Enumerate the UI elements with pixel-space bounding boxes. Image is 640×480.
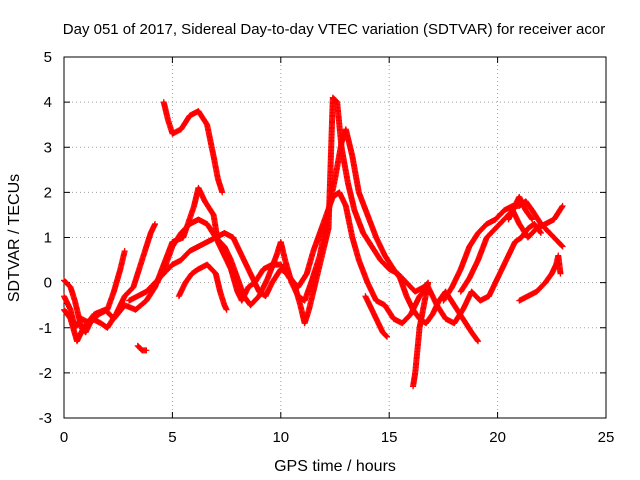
data-point-marker (559, 203, 566, 210)
y-tick-label: -3 (39, 410, 52, 427)
data-point-marker (410, 383, 417, 390)
data-point-marker (384, 333, 391, 340)
data-point-marker (121, 248, 128, 255)
x-tick-label: 15 (381, 429, 398, 446)
series-track-14 (516, 252, 564, 304)
data-point-marker (558, 242, 565, 249)
series-track-12 (485, 220, 544, 300)
data-point-marker (474, 337, 481, 344)
data-point-marker (152, 220, 159, 227)
series-track-8 (175, 261, 230, 313)
data-point-marker (529, 216, 536, 223)
data-point-marker (143, 347, 150, 354)
y-tick-label: -2 (39, 365, 52, 382)
data-point-marker (559, 243, 566, 250)
series-track-2 (61, 220, 159, 336)
grid-lines (64, 57, 606, 418)
x-tick-label: 5 (168, 429, 176, 446)
data-point-marker (219, 189, 226, 196)
axis-ticks (63, 56, 607, 419)
data-point-marker (528, 215, 535, 222)
y-tick-label: 2 (44, 184, 52, 201)
data-point-marker (537, 229, 544, 236)
series-track-9 (362, 293, 391, 340)
data-point-marker (537, 229, 544, 236)
y-tick-label: 5 (44, 49, 52, 66)
data-marks (61, 94, 566, 390)
y-tick-label: 4 (44, 94, 52, 111)
y-tick-label: -1 (39, 320, 52, 337)
data-point-marker (223, 306, 230, 313)
data-point-marker (475, 338, 482, 345)
x-tick-label: 25 (598, 429, 615, 446)
data-point-marker (557, 270, 564, 277)
series-track-5 (160, 99, 226, 196)
x-axis-label: GPS time / hours (274, 458, 396, 475)
x-tick-label: 0 (60, 429, 68, 446)
data-point-marker (383, 333, 390, 340)
y-tick-label: 1 (44, 230, 52, 247)
series-track-4 (134, 342, 150, 354)
chart-title: Day 051 of 2017, Sidereal Day-to-day VTE… (63, 21, 605, 38)
x-tick-label: 20 (489, 429, 506, 446)
series-track-10 (440, 198, 566, 304)
y-axis-label: SDTVAR / TECUs (6, 174, 23, 302)
axis-tick-labels: 0 5 10 15 20 25 -3 -2 -1 0 1 2 3 4 5 (39, 49, 615, 446)
y-tick-label: 0 (44, 275, 52, 292)
data-point-marker (559, 202, 566, 209)
series-track-13 (505, 193, 536, 223)
series-track-7 (126, 94, 432, 390)
x-tick-label: 10 (272, 429, 289, 446)
y-tick-label: 3 (44, 139, 52, 156)
